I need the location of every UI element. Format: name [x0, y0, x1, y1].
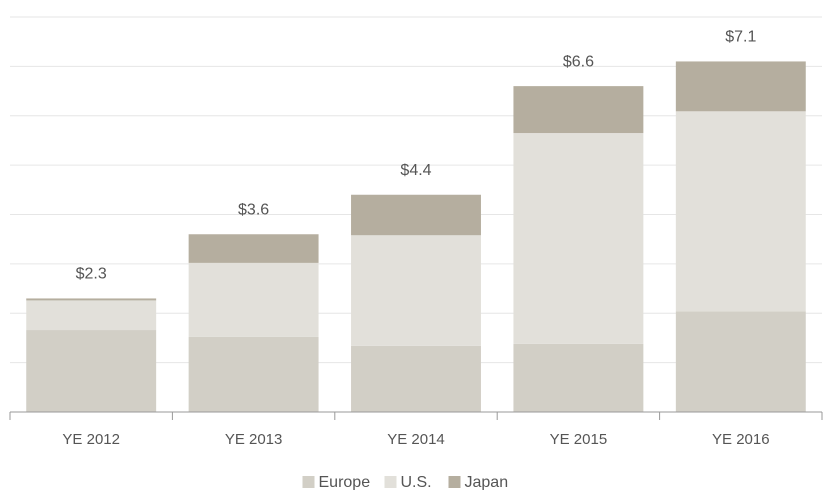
- bar-segment: [513, 86, 644, 134]
- total-label: $3.6: [238, 201, 269, 218]
- legend-label: Europe: [319, 474, 371, 490]
- bar-segment: [188, 234, 319, 263]
- bar-segment: [351, 194, 481, 236]
- total-label: $7.1: [725, 29, 756, 46]
- total-label: $4.4: [400, 162, 431, 179]
- bar-segment: [188, 336, 319, 412]
- legend-swatch: [384, 476, 397, 488]
- legend-label: U.S.: [401, 474, 432, 490]
- bar-segment: [513, 133, 644, 344]
- total-label: $2.3: [76, 266, 107, 283]
- x-tick-label: YE 2012: [62, 431, 120, 448]
- x-tick-label: YE 2016: [712, 431, 770, 448]
- legend-label: Japan: [465, 474, 509, 490]
- bar-segment: [675, 311, 806, 412]
- bar-segment: [188, 262, 319, 337]
- bar-segment: [513, 343, 644, 412]
- legend-swatch: [448, 476, 461, 488]
- bar-segment: [351, 345, 481, 412]
- bar-segment: [675, 111, 806, 312]
- x-tick-label: YE 2015: [550, 431, 608, 448]
- bar-segment: [351, 235, 481, 346]
- bar-segment: [675, 61, 806, 112]
- legend-swatch: [302, 476, 315, 488]
- total-label: $6.6: [563, 53, 594, 70]
- bar-segment: [26, 330, 157, 412]
- x-tick-label: YE 2014: [387, 431, 445, 448]
- x-tick-label: YE 2013: [225, 431, 283, 448]
- bar-segment: [26, 300, 157, 331]
- bar-segment: [26, 298, 157, 301]
